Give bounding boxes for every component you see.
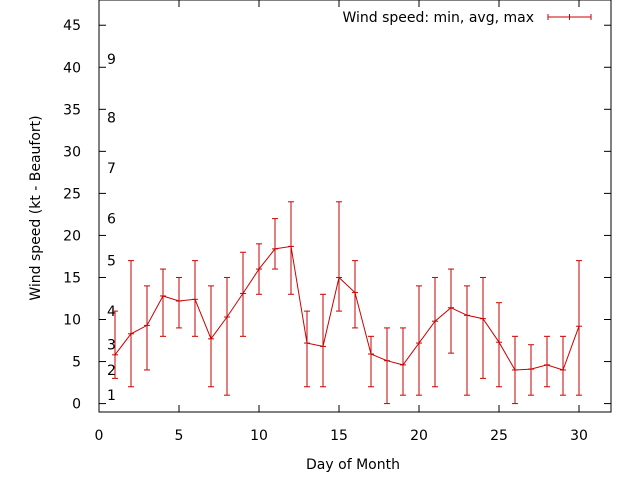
beaufort-label: 7	[107, 161, 116, 177]
beaufort-label: 9	[107, 52, 116, 68]
series-line	[114, 245, 580, 371]
legend-label: Wind speed: min, avg, max	[342, 10, 534, 26]
y-tick-label: 5	[72, 355, 81, 371]
beaufort-label: 8	[107, 111, 116, 127]
x-tick-label: 30	[570, 428, 588, 444]
y-tick-label: 20	[63, 228, 81, 244]
y-tick-label: 0	[72, 397, 81, 413]
y-axis-label: Wind speed (kt - Beaufort)	[28, 115, 44, 300]
beaufort-label: 3	[107, 338, 116, 354]
x-tick-label: 25	[490, 428, 508, 444]
y-tick-label: 10	[63, 313, 81, 329]
x-tick-label: 0	[95, 428, 104, 444]
x-tick-label: 5	[175, 428, 184, 444]
y-tick-label: 15	[63, 270, 81, 286]
beaufort-label: 5	[107, 254, 116, 270]
y-tick-label: 25	[63, 186, 81, 202]
x-tick-label: 15	[330, 428, 348, 444]
y-tick-label: 30	[63, 144, 81, 160]
y-tick-label: 45	[63, 18, 81, 34]
plot-frame	[98, 0, 612, 413]
x-tick-label: 20	[410, 428, 428, 444]
y-tick-label: 35	[63, 102, 81, 118]
series-layer	[112, 243, 582, 373]
legend: Wind speed: min, avg, max	[342, 10, 592, 26]
x-axis-label: Day of Month	[306, 457, 400, 473]
beaufort-scale: 1 2 3 4 5 6 7 8 9	[107, 52, 116, 404]
beaufort-label: 2	[107, 363, 116, 379]
beaufort-label: 1	[107, 388, 116, 404]
x-tick-label: 10	[250, 428, 268, 444]
y-tick-label: 40	[63, 60, 81, 76]
x-axis: 0 5 10 15 20 25 30	[95, 0, 588, 444]
beaufort-label: 6	[107, 212, 116, 228]
error-bars	[112, 201, 582, 405]
beaufort-label: 4	[107, 304, 116, 320]
